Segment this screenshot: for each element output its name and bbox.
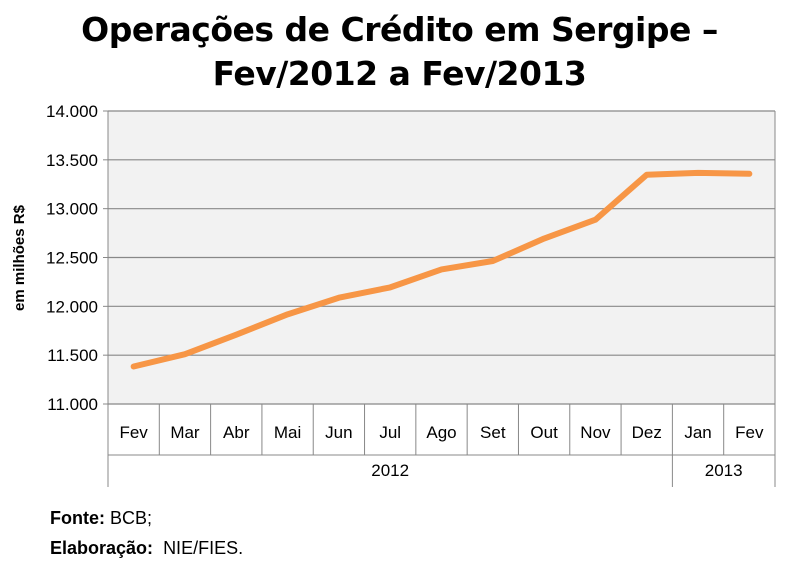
chart-title-line1: Operações de Crédito em Sergipe –	[81, 10, 718, 49]
source-note: Fonte: BCB;	[50, 508, 152, 529]
y-axis-label: em milhões R$	[11, 204, 28, 311]
y-tick-label: 11.000	[47, 395, 98, 414]
y-tick-label: 11.500	[47, 346, 98, 365]
source-value: BCB;	[110, 508, 153, 528]
elaboration-label: Elaboração:	[50, 538, 154, 558]
x-tick-label: Fev	[119, 423, 148, 442]
x-tick-label: Jul	[379, 423, 401, 442]
x-tick-label: Ago	[426, 423, 456, 442]
y-tick-label: 14.000	[46, 102, 98, 121]
elaboration-note: Elaboração: NIE/FIES.	[50, 538, 243, 559]
y-tick-label: 13.500	[46, 151, 98, 170]
x-tick-label: Abr	[223, 423, 250, 442]
chart-title-line2: Fev/2012 a Fev/2013	[212, 54, 587, 93]
x-tick-label: Mar	[170, 423, 200, 442]
x-tick-label: Fev	[735, 423, 764, 442]
x-tick-label: Jan	[684, 423, 711, 442]
source-label: Fonte:	[50, 508, 105, 528]
y-tick-label: 12.500	[46, 249, 98, 268]
x-tick-label: Out	[530, 423, 558, 442]
elaboration-value: NIE/FIES.	[163, 538, 244, 558]
year-label: 2012	[371, 461, 409, 480]
x-tick-label: Mai	[274, 423, 301, 442]
year-label: 2013	[705, 461, 743, 480]
x-tick-label: Jun	[325, 423, 352, 442]
x-tick-label: Set	[480, 423, 506, 442]
x-tick-label: Dez	[632, 423, 662, 442]
y-tick-label: 13.000	[46, 200, 98, 219]
x-tick-label: Nov	[580, 423, 611, 442]
y-tick-label: 12.000	[46, 297, 98, 316]
